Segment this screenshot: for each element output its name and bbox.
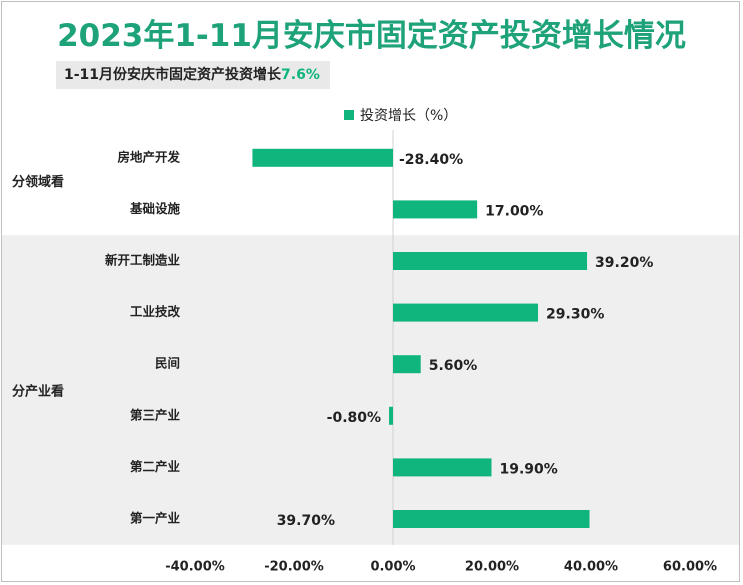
group-band [2, 235, 739, 545]
group-label: 分产业看 [12, 384, 64, 400]
bar [393, 355, 421, 374]
subtitle-value: 7.6% [281, 67, 320, 83]
subtitle-text: 1-11月份安庆市固定资产投资增长 [64, 67, 282, 83]
data-label: 29.30% [546, 307, 604, 323]
bar [393, 303, 539, 322]
bar [393, 510, 590, 528]
data-label: -0.80% [327, 410, 381, 426]
category-label: 第一产业 [130, 511, 181, 526]
subtitle-box: 1-11月份安庆市固定资产投资增长7.6% [56, 61, 330, 89]
x-tick-label: 60.00% [663, 560, 717, 575]
x-tick-label: 0.00% [370, 560, 415, 575]
data-label: -28.40% [399, 152, 463, 168]
category-label: 新开工制造业 [105, 253, 181, 268]
category-label: 第二产业 [130, 459, 181, 474]
chart-title: 2023年1-11月安庆市固定资产投资增长情况 [57, 18, 686, 54]
data-label: 17.00% [485, 203, 543, 219]
bar [393, 200, 478, 219]
data-label: 5.60% [429, 358, 478, 374]
data-label: 39.20% [595, 255, 653, 271]
legend-label: 投资增长（%） [360, 108, 457, 124]
bar [393, 458, 492, 477]
category-label: 房地产开发 [117, 149, 180, 164]
category-label: 基础设施 [129, 201, 181, 216]
x-tick-label: 20.00% [465, 560, 519, 575]
bar [389, 406, 393, 425]
x-tick-label: -40.00% [165, 560, 225, 575]
x-tick-label: -20.00% [264, 560, 324, 575]
data-label: 19.90% [500, 461, 558, 477]
category-label: 工业技改 [130, 304, 181, 319]
data-label: 39.70% [277, 513, 335, 529]
category-label: 民间 [155, 356, 180, 371]
x-tick-label: 40.00% [564, 560, 618, 575]
category-label: 第三产业 [130, 407, 181, 422]
legend-swatch [344, 110, 354, 120]
bar [252, 148, 393, 167]
group-label: 分领域看 [12, 174, 64, 190]
bar [393, 252, 588, 270]
